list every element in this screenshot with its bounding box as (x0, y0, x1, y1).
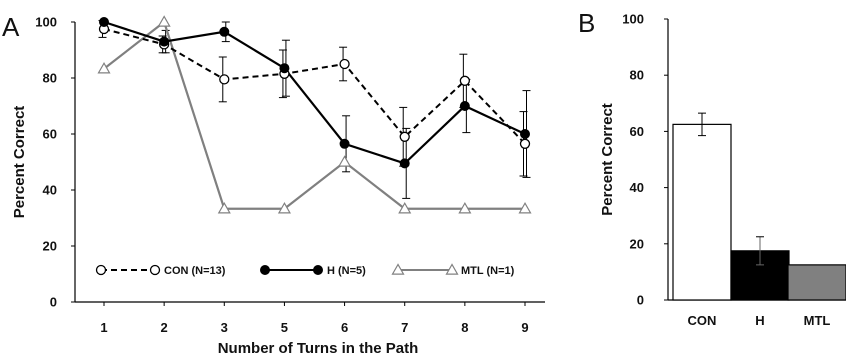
data-point-filled-circle (339, 138, 350, 149)
legend-label: CON (N=13) (164, 265, 226, 277)
data-point-filled-circle (219, 26, 230, 37)
data-point-filled-circle (279, 63, 290, 74)
x-tick-label: H (755, 313, 764, 328)
y-tick-label: 80 (43, 71, 57, 86)
y-tick-label: 20 (43, 239, 57, 254)
bar (672, 123, 732, 301)
y-tick-label: 60 (43, 127, 57, 142)
y-tick-label: 0 (637, 293, 644, 308)
bar-chart-panel-b: 0 20 40 60 80 100 CON H MTL Percent Correct (599, 12, 846, 328)
series-line (103, 28, 526, 145)
x-tick-label: 8 (461, 320, 468, 335)
data-point-open-triangle (458, 202, 472, 214)
y-axis-ticks: 0 20 40 60 80 100 (622, 12, 668, 308)
panel-label-a: A (2, 12, 20, 42)
data-point-open-triangle (97, 62, 111, 74)
x-tick-label: 1 (100, 320, 107, 335)
data-point-filled-circle (459, 101, 470, 111)
x-axis-ticks: CON H MTL (688, 313, 831, 328)
x-tick-label: 5 (281, 320, 288, 335)
y-axis-title: Percent Correct (599, 103, 616, 216)
y-tick-label: 40 (630, 180, 644, 195)
x-tick-label: 6 (341, 320, 348, 335)
x-tick-label: 9 (521, 320, 528, 335)
panel-label-b: B (578, 8, 595, 38)
data-point-filled-circle (399, 158, 410, 169)
data-point-open-triangle (445, 263, 459, 275)
y-tick-label: 100 (35, 15, 57, 30)
y-tick-label: 80 (630, 68, 644, 83)
data-point-open-triangle (398, 202, 412, 214)
x-tick-label: CON (688, 313, 717, 328)
data-point-filled-circle (99, 17, 109, 27)
y-tick-label: 40 (43, 183, 57, 198)
data-point-filled-circle (313, 265, 323, 275)
data-point-open-circle (519, 138, 531, 149)
data-point-open-circle (95, 264, 107, 276)
data-point-open-circle (219, 74, 230, 85)
data-point-open-triangle (518, 202, 532, 214)
x-tick-label: 2 (161, 320, 168, 335)
line-chart-panel-a: 0 20 40 60 80 100 1 2 3 5 6 7 8 9 Percent Correct Nu… (11, 15, 545, 356)
y-axis-ticks: 0 20 40 60 80 100 (35, 15, 75, 310)
bar (787, 264, 846, 301)
data-point-open-triangle (277, 202, 291, 214)
legend: CON (N=13) H (N=5) MTL (N=1) (95, 263, 515, 277)
series-lines (103, 20, 526, 210)
x-axis-ticks: 1 2 3 5 6 7 8 9 (100, 302, 529, 335)
data-point-open-triangle (391, 263, 405, 275)
x-tick-label: 3 (221, 320, 228, 335)
error-bars (698, 112, 764, 266)
y-tick-label: 0 (50, 295, 57, 310)
y-tick-label: 100 (622, 12, 644, 27)
data-point-open-circle (399, 131, 410, 142)
data-point-filled-circle (260, 265, 270, 275)
series-line (103, 20, 526, 165)
data-point-open-circle (459, 75, 471, 86)
y-tick-label: 20 (630, 236, 644, 251)
series-line (103, 20, 525, 210)
data-point-open-triangle (157, 15, 171, 27)
data-point-open-circle (149, 264, 161, 276)
x-tick-label: 7 (401, 320, 408, 335)
data-point-filled-circle (159, 36, 170, 47)
data-point-open-triangle (338, 155, 352, 167)
data-point-open-triangle (217, 202, 231, 214)
legend-label: H (N=5) (327, 265, 366, 277)
y-axis-title: Percent Correct (11, 106, 28, 219)
series-markers (97, 15, 532, 214)
x-tick-label: MTL (804, 313, 831, 328)
bars (672, 123, 846, 301)
legend-label: MTL (N=1) (461, 265, 515, 277)
y-tick-label: 60 (630, 124, 644, 139)
x-axis-title: Number of Turns in the Path (218, 340, 419, 356)
data-point-filled-circle (520, 129, 530, 139)
data-point-open-circle (339, 58, 350, 70)
